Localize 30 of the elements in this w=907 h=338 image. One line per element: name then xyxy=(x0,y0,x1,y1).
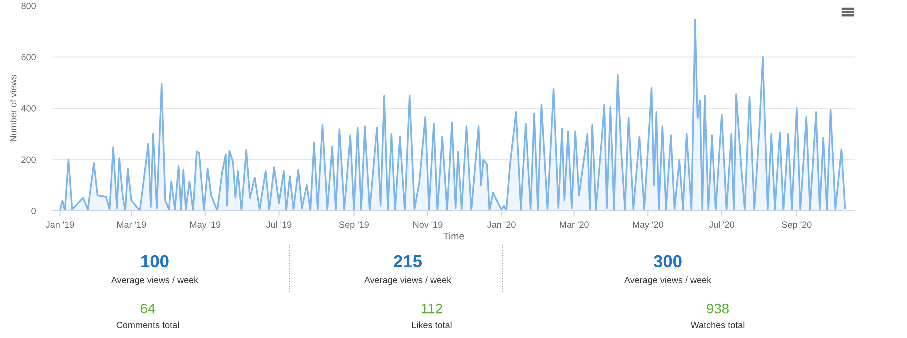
x-tick-label: May '20 xyxy=(633,222,664,230)
x-tick-label: Jul '20 xyxy=(709,221,734,228)
text: Comments total xyxy=(116,322,180,328)
text: 300 xyxy=(654,255,682,268)
text: 215 xyxy=(394,255,422,268)
x-tick-label: Sep '19 xyxy=(339,222,369,230)
text: Average views / week xyxy=(624,276,712,286)
text: Average views / week xyxy=(111,276,199,286)
text: 938 xyxy=(707,304,729,314)
x-tick-label: Nov '19 xyxy=(414,222,443,228)
x-tick-label: Jan '20 xyxy=(488,222,516,228)
y-tick-label: 400 xyxy=(21,105,36,112)
text: Watches total xyxy=(690,322,745,328)
x-tick-label: Mar '20 xyxy=(560,222,589,228)
text: Likes total xyxy=(412,322,452,328)
text: 112 xyxy=(422,304,442,314)
x-tick-label: Mar '19 xyxy=(117,222,146,228)
text: 64 xyxy=(140,304,156,314)
x-tick-label: May '19 xyxy=(190,222,221,230)
y-tick-label: 600 xyxy=(22,54,36,61)
y-tick-label: 0 xyxy=(32,208,36,214)
x-axis-title: Time xyxy=(444,232,464,240)
text: 100 xyxy=(142,255,169,268)
text: Average views / week xyxy=(364,276,452,286)
y-tick-label: 800 xyxy=(22,2,36,10)
x-tick-label: Jan '19 xyxy=(46,222,74,228)
y-tick-label: 200 xyxy=(22,156,36,164)
y-axis-title: Number of views xyxy=(10,75,17,142)
x-tick-label: Sep '20 xyxy=(782,222,812,230)
x-tick-label: Jul '19 xyxy=(266,221,292,228)
